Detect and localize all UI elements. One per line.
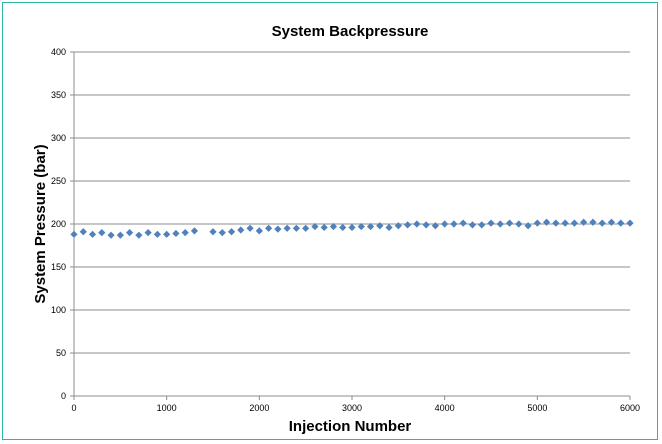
data-point — [255, 227, 263, 235]
data-point — [292, 224, 300, 232]
y-tick-label: 150 — [51, 262, 66, 272]
data-point — [88, 230, 97, 238]
data-point — [366, 222, 375, 231]
data-point — [598, 219, 606, 227]
data-point — [357, 222, 365, 231]
data-point — [376, 222, 384, 230]
data-point — [246, 224, 254, 232]
data-point — [524, 222, 532, 230]
data-point — [431, 222, 439, 230]
y-tick-label: 50 — [56, 348, 66, 358]
data-point — [533, 219, 541, 227]
data-point — [552, 219, 560, 227]
x-tick-label: 0 — [71, 403, 76, 413]
data-point — [163, 230, 171, 238]
y-tick-labels: 0 50 100 150 200 250 300 350 400 — [51, 47, 66, 401]
data-point — [422, 221, 430, 229]
data-point — [218, 229, 226, 237]
data-point — [153, 230, 161, 238]
data-point — [107, 231, 115, 239]
data-point — [617, 219, 625, 227]
data-point — [561, 219, 569, 227]
x-axis-title: Injection Number — [289, 418, 412, 435]
y-tick-label: 300 — [51, 133, 66, 143]
y-tick-label: 100 — [51, 305, 66, 315]
data-point — [607, 218, 616, 226]
data-point — [487, 219, 495, 227]
data-point — [339, 223, 347, 232]
data-point — [320, 223, 328, 232]
data-point — [116, 231, 124, 239]
x-tick-label: 2000 — [249, 403, 269, 413]
data-point — [98, 229, 106, 237]
y-axis-title: System Pressure (bar) — [32, 144, 49, 303]
data-point — [302, 224, 310, 232]
chart-title: System Backpressure — [272, 23, 429, 40]
x-tick-label: 5000 — [527, 403, 547, 413]
y-tick-label: 200 — [51, 219, 66, 229]
data-point — [478, 221, 486, 229]
data-point — [404, 221, 412, 229]
data-point — [515, 220, 523, 228]
y-tick-label: 0 — [61, 391, 66, 401]
data-point — [265, 224, 273, 232]
data-point — [570, 219, 578, 227]
data-point — [468, 221, 477, 229]
data-point — [237, 226, 245, 234]
data-point — [70, 230, 78, 238]
data-point — [311, 222, 319, 231]
data-point — [543, 218, 551, 226]
data-point — [394, 222, 402, 230]
data-point — [283, 224, 291, 232]
x-tick-labels: 0 1000 2000 3000 4000 5000 6000 — [71, 403, 640, 413]
axes — [70, 51, 631, 400]
data-point — [190, 227, 199, 235]
data-point — [181, 229, 189, 237]
data-point — [505, 219, 514, 227]
data-point — [496, 220, 504, 228]
y-tick-label: 250 — [51, 176, 66, 186]
x-tick-label: 6000 — [620, 403, 640, 413]
data-point — [135, 231, 143, 239]
data-point — [227, 228, 236, 236]
data-point — [413, 220, 421, 228]
y-tick-label: 350 — [51, 90, 66, 100]
data-points — [70, 218, 634, 239]
data-point — [348, 223, 356, 232]
x-tick-label: 4000 — [435, 403, 455, 413]
data-point — [459, 219, 467, 227]
x-tick-label: 1000 — [157, 403, 177, 413]
gridlines — [74, 51, 630, 354]
data-point — [209, 228, 217, 236]
y-tick-label: 400 — [51, 47, 66, 57]
data-point — [144, 229, 152, 237]
data-point — [589, 218, 597, 226]
data-point — [329, 222, 338, 231]
data-point — [79, 228, 87, 236]
data-point — [126, 229, 134, 237]
data-point — [626, 219, 634, 227]
data-point — [441, 220, 449, 228]
data-point — [274, 225, 282, 233]
data-point — [172, 229, 180, 238]
data-point — [580, 218, 588, 226]
x-tick-label: 3000 — [342, 403, 362, 413]
data-point — [385, 223, 393, 232]
data-point — [450, 220, 458, 228]
